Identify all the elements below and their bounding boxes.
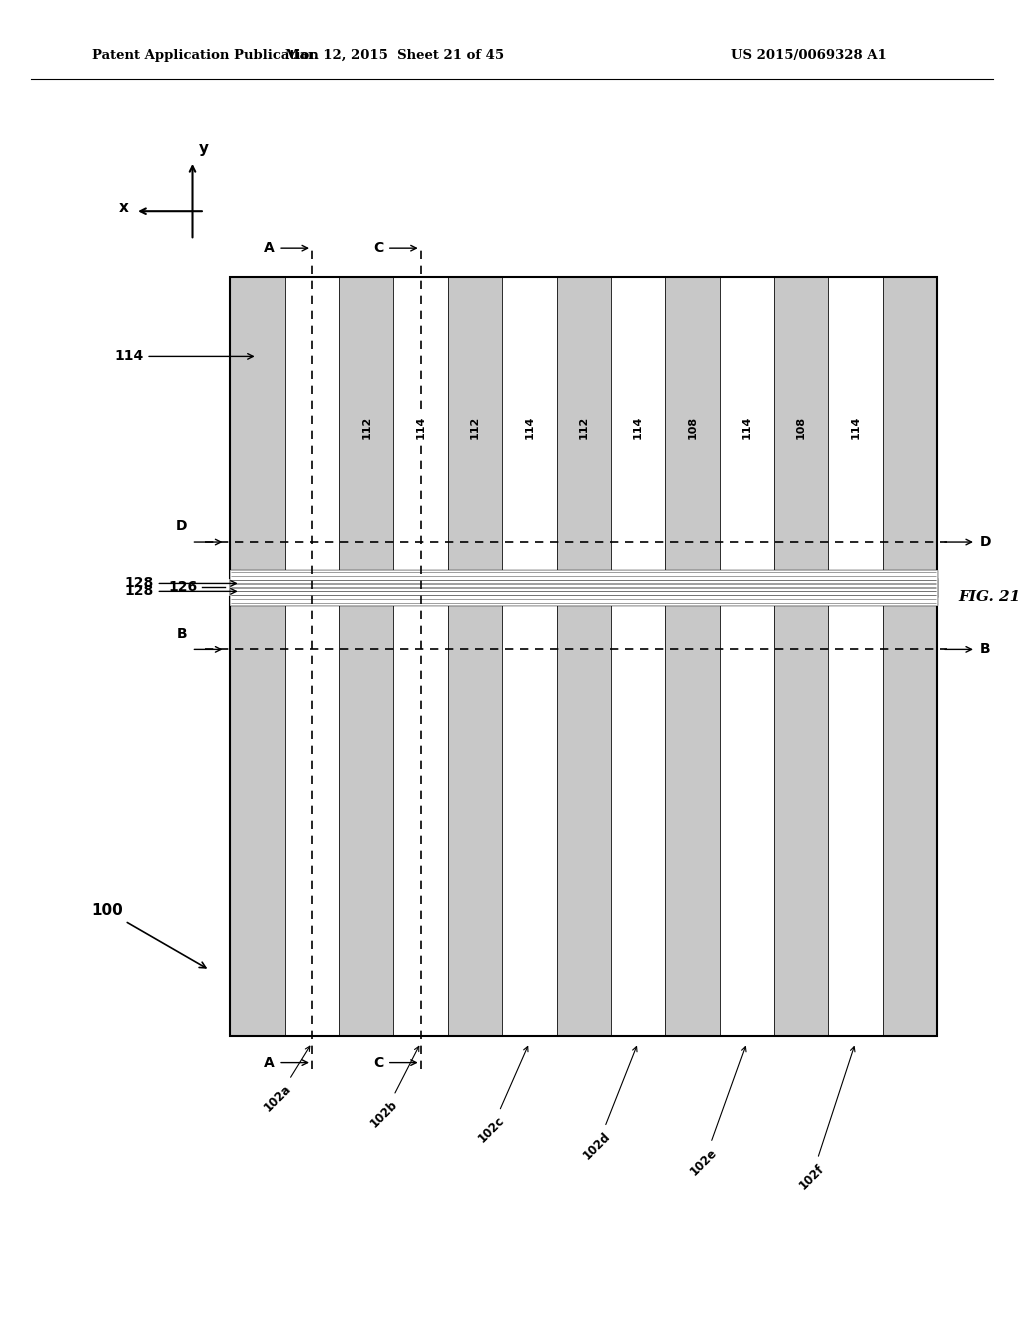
Bar: [230, 597, 285, 1036]
Text: 112: 112: [579, 416, 589, 440]
Text: 112: 112: [361, 416, 372, 440]
Text: FIG. 21: FIG. 21: [958, 590, 1021, 603]
Text: D: D: [176, 519, 187, 533]
Bar: [502, 597, 556, 1036]
Bar: [393, 597, 447, 1036]
Text: 108: 108: [796, 416, 806, 440]
Bar: [666, 597, 720, 1036]
Bar: [502, 277, 556, 578]
Text: 102f: 102f: [797, 1047, 855, 1192]
Bar: [230, 570, 937, 597]
Text: C: C: [374, 1056, 384, 1069]
Text: 126: 126: [169, 581, 198, 594]
Text: 102a: 102a: [261, 1047, 310, 1114]
Bar: [339, 597, 393, 1036]
Text: 114: 114: [524, 416, 535, 440]
Text: B: B: [980, 643, 990, 656]
Text: 114: 114: [114, 350, 253, 363]
Bar: [447, 277, 502, 578]
Text: A: A: [264, 1056, 275, 1069]
Text: 102e: 102e: [688, 1047, 746, 1177]
Bar: [828, 597, 883, 1036]
Bar: [883, 597, 937, 1036]
Bar: [611, 597, 666, 1036]
Bar: [720, 277, 774, 578]
Text: 108: 108: [687, 416, 697, 440]
Text: 112: 112: [470, 416, 480, 440]
Text: B: B: [177, 627, 187, 640]
Bar: [339, 277, 393, 578]
Text: y: y: [199, 141, 209, 156]
Text: 102d: 102d: [581, 1047, 637, 1163]
Bar: [556, 597, 611, 1036]
Bar: [230, 277, 937, 578]
Text: 102c: 102c: [475, 1047, 528, 1146]
Bar: [447, 597, 502, 1036]
Bar: [720, 597, 774, 1036]
Text: 128: 128: [124, 585, 237, 598]
Bar: [883, 277, 937, 578]
Bar: [611, 277, 666, 578]
Text: Patent Application Publication: Patent Application Publication: [92, 49, 318, 62]
Text: 114: 114: [633, 416, 643, 440]
Text: A: A: [264, 242, 275, 255]
Bar: [230, 570, 937, 605]
Bar: [285, 597, 339, 1036]
Text: 114: 114: [741, 416, 752, 440]
Text: 100: 100: [91, 903, 206, 968]
Text: 114: 114: [416, 416, 426, 440]
Bar: [828, 277, 883, 578]
Bar: [774, 277, 828, 578]
Text: 102b: 102b: [368, 1047, 419, 1131]
Bar: [230, 277, 285, 578]
Text: x: x: [119, 199, 129, 215]
Text: 114: 114: [851, 416, 860, 440]
Bar: [666, 277, 720, 578]
Bar: [774, 597, 828, 1036]
Text: Mar. 12, 2015  Sheet 21 of 45: Mar. 12, 2015 Sheet 21 of 45: [285, 49, 504, 62]
Text: 128: 128: [124, 577, 237, 590]
Text: C: C: [374, 242, 384, 255]
Text: US 2015/0069328 A1: US 2015/0069328 A1: [731, 49, 887, 62]
Bar: [556, 277, 611, 578]
Bar: [393, 277, 447, 578]
Bar: [230, 578, 937, 605]
Bar: [230, 597, 937, 1036]
Text: D: D: [980, 535, 991, 549]
Bar: [285, 277, 339, 578]
